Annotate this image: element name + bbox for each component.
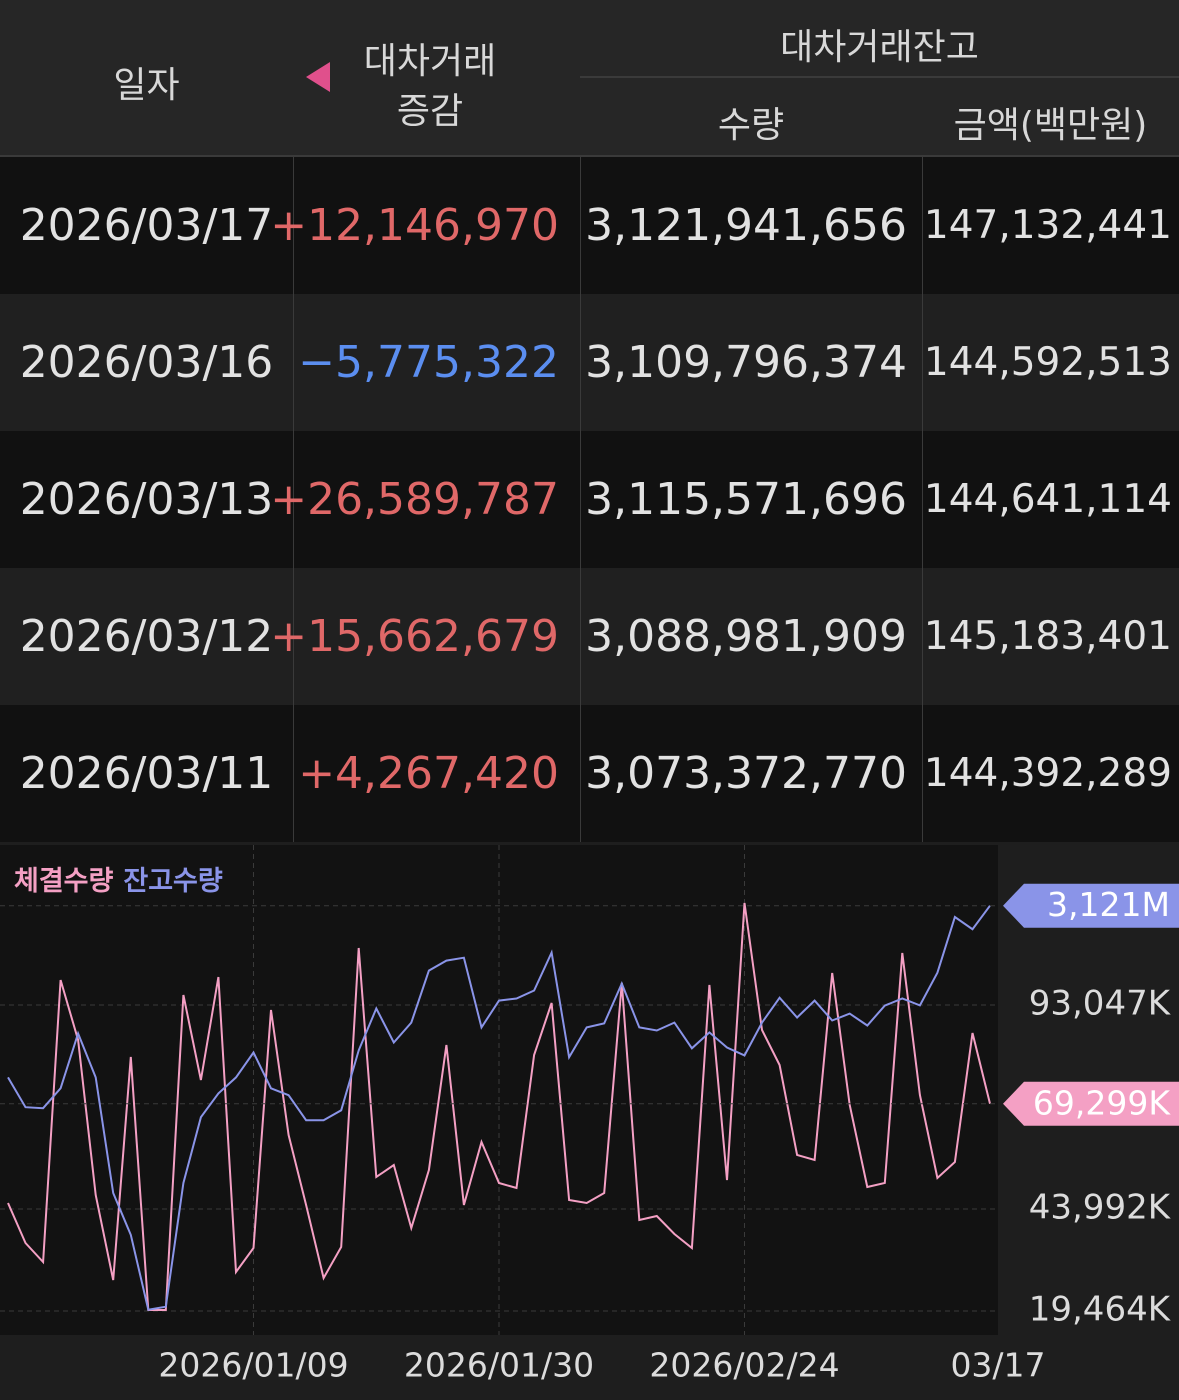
table-row: [0, 568, 1179, 706]
date-cell: 2026/03/16: [19, 337, 274, 388]
change-cell: +4,267,420: [293, 705, 559, 842]
qty-header: 수량: [717, 105, 785, 146]
qty-cell: 3,109,796,374: [580, 294, 907, 431]
change-header: 증감: [396, 91, 464, 132]
qty-cell: 3,088,981,909: [580, 568, 907, 705]
qty-cell: 3,121,941,656: [580, 157, 907, 294]
x-tick-label: 2026/02/24: [649, 1346, 839, 1385]
chart: 19,464K 43,992K 93,047K 2026/01/09 2026/01/3…: [0, 842, 1179, 1400]
amount-cell: 144,592,513: [922, 294, 1172, 431]
date-cell: 2026/03/11: [19, 748, 274, 799]
date-cell: 2026/03/17: [19, 200, 274, 251]
x-tick-label: 2026/01/30: [404, 1346, 594, 1385]
date-cell: 2026/03/13: [19, 474, 274, 525]
value-tag: [1003, 883, 1179, 928]
series-line: [7, 905, 991, 1311]
change-cell: +15,662,679: [270, 568, 559, 705]
change-cell: −5,775,322: [293, 294, 559, 431]
amount-cell: 147,132,441: [922, 157, 1172, 294]
table-header: 일자 대차거래 증감 대차거래잔고 수량 금액(백만원): [0, 0, 1179, 157]
series-line: [7, 902, 991, 1311]
change-cell: +26,589,787: [270, 431, 559, 568]
y-tick-label: 93,047K: [1029, 984, 1172, 1024]
table-row: [0, 157, 1179, 295]
y-tick-label: 43,992K: [1029, 1187, 1172, 1227]
x-tick-label: 03/17: [950, 1346, 1045, 1385]
balance-header: 대차거래잔고: [780, 27, 979, 68]
amount-cell: 144,641,114: [922, 431, 1172, 568]
table-row: [0, 431, 1179, 569]
legend-entry: 잔고수량: [123, 866, 223, 897]
legend-entry: 체결수량: [14, 866, 114, 897]
value-tag: [1003, 1081, 1179, 1126]
legend: 체결수량 잔고수량: [14, 866, 223, 897]
date-header: 일자: [113, 65, 180, 106]
table-row: [0, 705, 1179, 843]
y-tick-label: 19,464K: [1029, 1290, 1172, 1330]
header-divider: [580, 76, 1179, 78]
change-cell: +12,146,970: [270, 157, 559, 294]
amount-cell: 144,392,289: [922, 705, 1172, 842]
value-tag-label: 69,299K: [1033, 1083, 1171, 1122]
change-header: 대차거래: [363, 41, 497, 82]
amount-cell: 145,183,401: [922, 568, 1172, 705]
qty-cell: 3,115,571,696: [580, 431, 907, 568]
date-cell: 2026/03/12: [19, 611, 274, 662]
qty-cell: 3,073,372,770: [580, 705, 907, 842]
table-row: [0, 294, 1179, 432]
sort-arrow[interactable]: [304, 60, 334, 94]
amount-header: 금액(백만원): [953, 105, 1148, 146]
value-tag-label: 3,121M: [1047, 885, 1170, 924]
x-tick-label: 2026/01/09: [158, 1346, 348, 1385]
